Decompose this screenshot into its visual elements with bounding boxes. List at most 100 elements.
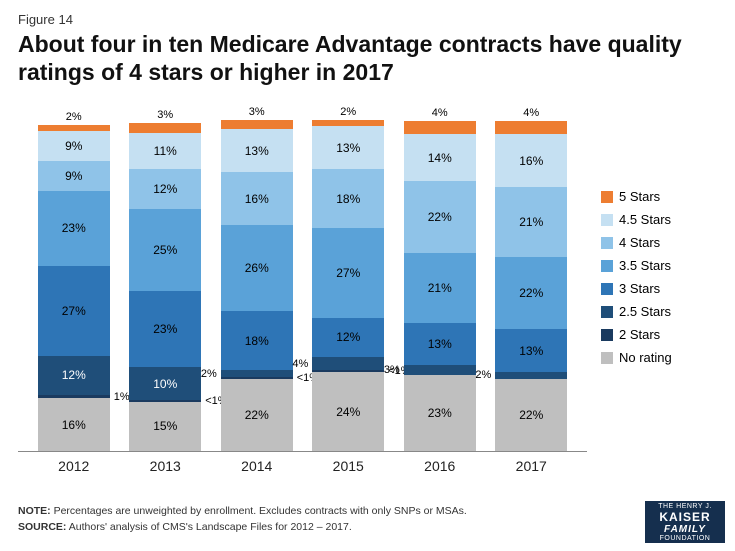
segment-label: 26% [245, 261, 269, 275]
bar-segment-s4: 21% [495, 187, 567, 256]
legend-item: 2.5 Stars [601, 304, 717, 319]
bar-segment-s5: 4% [495, 121, 567, 134]
bar-segment-s4: 18% [312, 169, 384, 228]
legend-label: 4.5 Stars [619, 212, 671, 227]
segment-label: 13% [245, 144, 269, 158]
bar-segment-no_rating: 22% [495, 379, 567, 452]
bar-segment-s35: 21% [404, 253, 476, 322]
stacked-bar: 22%<1%2%18%26%16%13%3% [221, 120, 293, 452]
segment-label: 22% [428, 210, 452, 224]
bar-column: 22% 2% 13% 22% 21%16%4% [491, 121, 571, 451]
bar-segment-s3: 13% [495, 329, 567, 372]
legend-swatch [601, 352, 613, 364]
bar-segment-s5: 4% [404, 121, 476, 134]
stacked-bar: 23%3%13%21%22%14%4% [404, 121, 476, 451]
bar-segment-s5: 3% [129, 123, 201, 133]
bar-segment-s3: 18% [221, 311, 293, 370]
segment-label: 16% [245, 192, 269, 206]
segment-label: 13% [519, 344, 543, 358]
segment-label: 10% [153, 377, 177, 391]
segment-label: 21% [428, 281, 452, 295]
bar-segment-s3: 13% [404, 323, 476, 366]
segment-label: 22% [245, 408, 269, 422]
source-label: SOURCE: [18, 521, 66, 533]
segment-label: 12% [62, 368, 86, 382]
legend-swatch [601, 191, 613, 203]
segment-label: 16% [62, 418, 86, 432]
x-axis-label: 2016 [400, 458, 480, 474]
source-text: Authors' analysis of CMS's Landscape Fil… [66, 521, 351, 533]
bar-column: 24%<1%4%12%27%18%13%2% [308, 120, 388, 452]
bar-column: 16%1%12%27%23%9%9%2% [34, 125, 114, 452]
legend-label: 4 Stars [619, 235, 660, 250]
logo-line-2: KAISER [645, 510, 725, 524]
chart-title: About four in ten Medicare Advantage con… [18, 31, 717, 86]
segment-label: 13% [428, 337, 452, 351]
logo-line-4: FOUNDATION [645, 535, 725, 542]
bar-segment-s2: <1% [129, 400, 201, 402]
bar-segment-s4: 9% [38, 161, 110, 191]
bar-segment-no_rating: 16% [38, 398, 110, 451]
bar-segment-s35: 25% [129, 209, 201, 292]
legend-label: 2.5 Stars [619, 304, 671, 319]
legend-swatch [601, 260, 613, 272]
legend-label: 3 Stars [619, 281, 660, 296]
bar-segment-s4: 16% [221, 172, 293, 225]
bar-segment-s3: 23% [129, 291, 201, 367]
stacked-bar: 16%1%12%27%23%9%9%2% [38, 125, 110, 452]
bars-container: 16%1%12%27%23%9%9%2%15%<1%10%23%25%12%11… [18, 102, 587, 452]
x-axis-label: 2017 [491, 458, 571, 474]
bar-segment-s45: 16% [495, 134, 567, 187]
bar-segment-s45: 11% [129, 133, 201, 169]
bar-segment-s35: 23% [38, 191, 110, 267]
segment-label: 3% [249, 106, 265, 118]
bar-segment-s35: 26% [221, 225, 293, 311]
legend-item: 3 Stars [601, 281, 717, 296]
note-label: NOTE: [18, 505, 51, 517]
stacked-bar: 24%<1%4%12%27%18%13%2% [312, 120, 384, 452]
bar-segment-s3: 12% [312, 318, 384, 358]
bar-segment-s25: 2% [221, 370, 293, 377]
segment-label: 25% [153, 243, 177, 257]
segment-label: 4% [292, 358, 308, 370]
segment-label: 27% [336, 266, 360, 280]
legend-item: 2 Stars [601, 327, 717, 342]
segment-label: 4% [432, 107, 448, 119]
segment-label: 2% [201, 368, 217, 380]
bar-segment-no_rating: 22% [221, 379, 293, 452]
figure-container: Figure 14 About four in ten Medicare Adv… [0, 0, 735, 551]
segment-label: 24% [336, 405, 360, 419]
segment-label: 13% [336, 141, 360, 155]
segment-label: 22% [519, 286, 543, 300]
bar-segment-s5: 2% [38, 125, 110, 132]
bar-segment-s25: 2% [495, 372, 567, 379]
legend-swatch [601, 237, 613, 249]
legend-item: 4 Stars [601, 235, 717, 250]
bar-segment-s45: 13% [312, 126, 384, 169]
segment-label: 27% [62, 304, 86, 318]
bar-segment-s2: <1% [221, 377, 293, 379]
legend-swatch [601, 306, 613, 318]
footnotes: NOTE: Percentages are unweighted by enro… [18, 504, 717, 536]
chart-area: 16%1%12%27%23%9%9%2%15%<1%10%23%25%12%11… [18, 102, 717, 452]
segment-label: 12% [153, 182, 177, 196]
stacked-bar: 22% 2% 13% 22% 21%16%4% [495, 121, 567, 451]
legend-label: 2 Stars [619, 327, 660, 342]
segment-label: 15% [153, 419, 177, 433]
segment-label: 4% [523, 107, 539, 119]
segment-label: 3% [157, 109, 173, 121]
bar-segment-s4: 22% [404, 181, 476, 254]
bar-segment-s3: 27% [38, 266, 110, 355]
bar-column: 22%<1%2%18%26%16%13%3% [217, 120, 297, 452]
bar-segment-s2: 1% [38, 395, 110, 398]
bar-column: 23%3%13%21%22%14%4% [400, 121, 480, 451]
segment-label: 12% [336, 330, 360, 344]
bar-segment-s45: 14% [404, 134, 476, 180]
x-axis-label: 2015 [308, 458, 388, 474]
segment-label: 2% [66, 111, 82, 123]
segment-label: 22% [519, 408, 543, 422]
segment-label: 23% [153, 322, 177, 336]
segment-label: 3% [384, 364, 400, 376]
legend-label: No rating [619, 350, 672, 365]
bar-segment-s45: 9% [38, 131, 110, 161]
